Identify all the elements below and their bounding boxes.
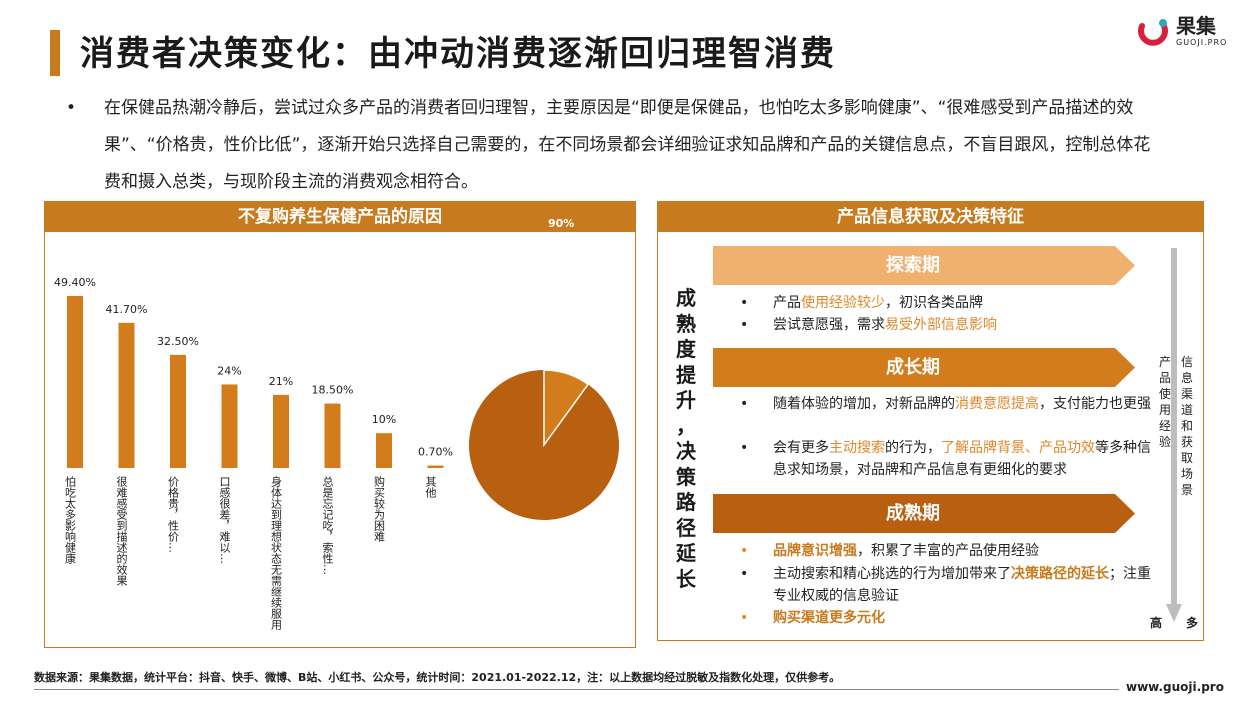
item-text: 尝试意愿强，需求易受外部信息影响 [773, 314, 1153, 336]
title-accent-bar [50, 30, 60, 76]
stage-label: 探索期 [886, 255, 940, 276]
bar [118, 322, 135, 468]
highlight-text: 购买渠道更多元化 [773, 610, 885, 626]
bullet: • [740, 566, 749, 582]
bullet: • [740, 440, 749, 456]
page-title: 消费者决策变化：由冲动消费逐渐回归理智消费 [80, 34, 836, 74]
plain-text: 会有更多 [773, 440, 829, 456]
bar-value-label: 18.50% [312, 384, 354, 397]
bar [376, 433, 392, 468]
pie-center-label: 不复购原先购买的保健产品的人群占比 90% [464, 253, 580, 298]
stage-arrow-shape [713, 348, 1135, 387]
plain-text: 尝试意愿强，需求 [773, 317, 885, 333]
bullet: • [740, 543, 749, 559]
bar-category-label: 口感很差，难以… [218, 476, 231, 564]
item-text: 会有更多主动搜索的行为，了解品牌背景、产品功效等多种信息求知场景，对品牌和产品信… [773, 437, 1153, 481]
bullet: • [740, 295, 749, 311]
bar-category-label: 其他 [424, 476, 437, 498]
bar-value-label: 41.70% [106, 303, 148, 316]
item-text: 品牌意识增强，积累了丰富的产品使用经验 [773, 540, 1153, 562]
pie-center-value: 90% [508, 284, 536, 297]
plain-text: 的行为， [885, 440, 941, 456]
brand-logo: 果集 GUOJI.PRO [1136, 12, 1236, 52]
bar-value-label: 24% [217, 364, 241, 377]
bar [170, 354, 186, 468]
plain-text: 主动搜索和精心挑选的行为增加带来了 [773, 566, 1011, 582]
bullet: • [740, 317, 749, 333]
bullet: • [740, 396, 749, 412]
down-arrow-icon [1166, 604, 1182, 622]
bar-category-label: 价格贵，性价… [167, 476, 180, 553]
stage-label: 成熟期 [886, 503, 940, 524]
stage-growth: 成长期 [713, 348, 1135, 387]
plain-text: ，积累了丰富的产品使用经验 [857, 543, 1039, 559]
highlight-text: 品牌意识增强 [773, 543, 857, 559]
stage-label: 成长期 [886, 357, 940, 378]
maturity-vertical-label: 成熟度提升，决策路径延长 [676, 286, 696, 591]
highlight-text: 消费意愿提高 [955, 396, 1039, 412]
bar [67, 296, 83, 468]
highlight-text: 决策路径的延长 [1011, 566, 1109, 582]
plain-text: 等多种信息求知场景，对品牌和产品信息有更细化的要求 [773, 440, 1151, 478]
bar-category-label: 购买较为困难 [373, 475, 386, 542]
stage-mature: 成熟期 [713, 494, 1135, 533]
plain-text: ；注重专业权威的信息验证 [773, 566, 1151, 604]
intro-text: 在保健品热潮冷静后，尝试过众多产品的消费者回归理智，主要原因是“即便是保健品，也… [104, 98, 1151, 192]
pie-center-text: 不复购原先购买的保健产品的人群占比 [467, 254, 577, 282]
bar [324, 403, 341, 468]
bar [427, 465, 444, 468]
bar-value-label: 0.70% [418, 446, 453, 459]
right-panel-title: 产品信息获取及决策特征 [658, 202, 1203, 232]
left-panel-title: 不复购养生保健产品的原因 [45, 202, 635, 232]
left-panel: 不复购养生保健产品的原因 49.40% 怕吃太多影响健康 41.70% 很难感受到描述… [44, 201, 636, 648]
axis-more-label: 多 [1186, 616, 1199, 630]
experience-vertical-label: 产品使用经验 [1158, 355, 1171, 449]
bar-value-label: 10% [372, 413, 396, 426]
bar-chart: 49.40% 怕吃太多影响健康 41.70% 很难感受到描述的效果 32.50% 价格贵，… [54, 276, 453, 631]
bar [221, 384, 238, 468]
bar-category-label: 怕吃太多影响健康 [64, 476, 77, 564]
bar-category-label: 身体达到理想状态无需继续服用 [270, 475, 283, 631]
bar-category-label: 很难感受到描述的效果 [115, 475, 128, 587]
item-text: 产品使用经验较少，初识各类品牌 [773, 292, 1153, 314]
bar-category-label: 总是忘记吃，索性… [321, 475, 334, 575]
item-text: 主动搜索和精心挑选的行为增加带来了决策路径的延长；注重专业权威的信息验证 [773, 563, 1153, 607]
item-text: 随着体验的增加，对新品牌的消费意愿提高，支付能力也更强 [773, 393, 1153, 415]
intro-bullet: • [66, 98, 77, 118]
bullet: • [740, 610, 749, 626]
pie-small-slice-label: 10% [548, 191, 575, 204]
plain-text: 产品 [773, 295, 801, 311]
pie-small-slice-secondary: 90% [548, 217, 575, 230]
progress-arrow-line [1171, 248, 1177, 616]
channel-vertical-label: 信息渠道和获取场景 [1180, 355, 1193, 497]
pie-chart [469, 370, 619, 520]
website-link[interactable]: www.guoji.pro [1126, 680, 1224, 694]
highlight-text: 了解品牌背景、产品功效 [941, 440, 1095, 456]
footer-divider [34, 689, 1119, 690]
stage-arrow-shape [713, 494, 1135, 533]
right-panel: 产品信息获取及决策特征 [657, 201, 1204, 641]
highlight-text: 易受外部信息影响 [885, 317, 997, 333]
bar-value-label: 32.50% [157, 335, 199, 348]
bar-value-label: 49.40% [54, 276, 96, 289]
logo-subtitle: GUOJI.PRO [1176, 38, 1228, 47]
pie-slice-other [543, 370, 590, 448]
highlight-text: 主动搜索 [829, 440, 885, 456]
plain-text: ，支付能力也更强 [1039, 396, 1151, 412]
stage-explore: 探索期 [713, 246, 1135, 285]
logo-name: 果集 [1176, 14, 1216, 38]
data-source-footnote: 数据来源：果集数据，统计平台：抖音、快手、微博、B站、小红书、公众号，统计时间：… [34, 671, 841, 684]
plain-text: ，初识各类品牌 [885, 295, 983, 311]
item-text: 购买渠道更多元化 [773, 607, 1153, 629]
highlight-text: 使用经验较少 [801, 295, 885, 311]
axis-high-label: 高 [1150, 616, 1163, 630]
logo-icon [1138, 19, 1168, 46]
bar-value-label: 21% [269, 375, 293, 388]
bar [273, 394, 289, 468]
stage-arrow-shape [713, 246, 1135, 285]
plain-text: 随着体验的增加，对新品牌的 [773, 396, 955, 412]
